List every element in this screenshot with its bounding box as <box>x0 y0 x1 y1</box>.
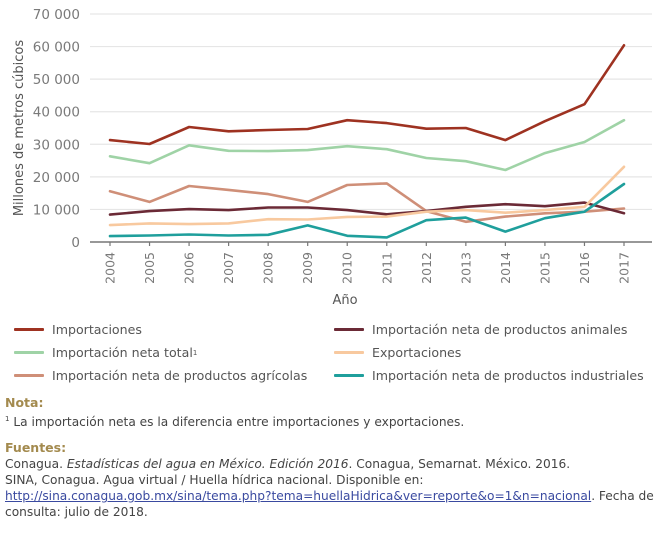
source-2-link[interactable]: http://sina.conagua.gob.mx/sina/tema.php… <box>5 489 592 504</box>
legend-label: Exportaciones <box>372 345 462 360</box>
source-2: SINA, Conagua. Agua virtual / Huella híd… <box>5 473 424 488</box>
x-tick-label: 2011 <box>379 252 394 284</box>
series-line-importacion-neta-de-productos-industriales <box>108 182 626 239</box>
footnote-marker: 1 <box>5 415 10 423</box>
legend-item-importacion-neta-total: Importación neta total 1 <box>14 345 197 360</box>
x-tick-label: 2006 <box>182 252 197 284</box>
source-2-link-line: http://sina.conagua.gob.mx/sina/tema.php… <box>5 488 660 504</box>
y-tick-label: 30 000 <box>33 137 80 153</box>
legend-item-animales: Importación neta de productos animales <box>334 322 627 337</box>
series-line-importaciones <box>108 43 626 146</box>
x-axis-title: Año <box>332 293 357 308</box>
source-1: Conagua. Estadísticas del agua en México… <box>5 456 660 472</box>
y-tick-label: 20 000 <box>33 170 80 186</box>
notes-section: Nota: 1 La importación neta es la difere… <box>5 395 660 520</box>
legend-label: Importaciones <box>52 322 142 337</box>
legend-swatch <box>14 328 44 331</box>
nota-text: 1 La importación neta es la diferencia e… <box>5 411 660 430</box>
legend-item-exportaciones: Exportaciones <box>334 345 461 360</box>
series-line-exportaciones <box>108 165 626 227</box>
source-2-after: . Fecha de <box>591 489 654 504</box>
series-lines <box>108 43 626 239</box>
x-tick-label: 2009 <box>300 252 315 284</box>
x-tick-label: 2014 <box>498 252 513 284</box>
legend-item-importaciones: Importaciones <box>14 322 142 337</box>
legend-swatch <box>334 328 364 331</box>
series-line-importacion-neta-de-productos-agricolas <box>108 182 626 224</box>
series-line-importacion-neta-total <box>108 118 626 172</box>
gridlines <box>90 13 652 211</box>
x-tick-label: 2017 <box>617 252 632 284</box>
y-tick-label: 50 000 <box>33 72 80 88</box>
x-tick-label: 2008 <box>261 252 276 284</box>
source-2-last: consulta: julio de 2018. <box>5 505 148 520</box>
legend-label: Importación neta de productos agrícolas <box>52 368 308 383</box>
legend-swatch <box>14 374 44 377</box>
x-tick-label: 2004 <box>103 252 118 284</box>
y-tick-label: 10 000 <box>33 202 80 218</box>
legend-item-agricolas: Importación neta de productos agrícolas <box>14 368 307 383</box>
legend-swatch <box>334 374 364 377</box>
x-tick-label: 2007 <box>221 252 236 284</box>
legend-item-industriales: Importación neta de productos industrial… <box>334 368 644 383</box>
source-1-title: Estadísticas del agua en México. Edición… <box>66 457 349 472</box>
x-tick-label: 2016 <box>577 252 592 284</box>
nota-heading: Nota: <box>5 395 44 410</box>
y-axis-title: Millones de metros cúbicos <box>12 40 27 217</box>
legend-label: Importación neta de productos industrial… <box>372 368 644 383</box>
legend-label: Importación neta total <box>52 345 193 360</box>
legend-swatch <box>334 351 364 354</box>
source-1-author: Conagua. <box>5 457 67 472</box>
fuentes-heading: Fuentes: <box>5 440 67 456</box>
x-tick-label: 2013 <box>458 252 473 284</box>
x-tick-label: 2015 <box>537 252 552 284</box>
x-tick-label: 2012 <box>419 252 434 284</box>
series-line-importacion-neta-de-productos-animales <box>108 201 626 216</box>
x-tick-label: 2010 <box>340 252 355 284</box>
source-1-rest: . Conagua, Semarnat. México. 2016. <box>348 457 571 472</box>
y-axis-ticks: 0 10 000 20 000 30 000 40 000 50 000 60 000 70 … <box>33 7 80 251</box>
nota-body: La importación neta es la diferencia ent… <box>9 415 465 430</box>
y-tick-label: 40 000 <box>33 105 80 121</box>
x-axis-ticks: 2004 2005 2006 2007 2008 2009 2010 2011 2012 2013… <box>103 242 632 284</box>
y-tick-label: 70 000 <box>33 7 80 23</box>
x-tick-label: 2005 <box>142 252 157 284</box>
legend-swatch <box>14 351 44 354</box>
legend-label: Importación neta de productos animales <box>372 322 628 337</box>
y-tick-label: 0 <box>71 235 80 251</box>
line-chart: 0 10 000 20 000 30 000 40 000 50 000 60 000 70 … <box>12 7 652 308</box>
y-tick-label: 60 000 <box>33 40 80 56</box>
